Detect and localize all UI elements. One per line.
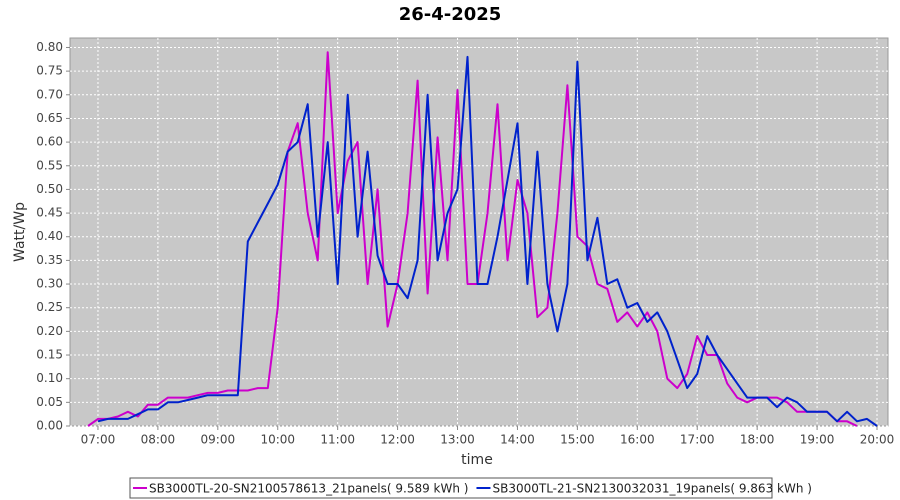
x-axis-label: time [461, 452, 493, 468]
x-tick-label: 13:00 [440, 433, 475, 447]
y-tick-label: 0.65 [36, 111, 63, 125]
legend-box [129, 477, 773, 499]
y-tick-label: 0.00 [36, 419, 63, 433]
y-tick-label: 0.25 [36, 300, 63, 314]
plot-area [69, 37, 889, 427]
y-tick-label: 0.45 [36, 206, 63, 220]
x-tick-label: 11:00 [320, 433, 355, 447]
series-line [97, 55, 878, 427]
y-axis-label: Watt/Wp [12, 202, 28, 262]
x-tick-label: 19:00 [800, 433, 835, 447]
y-tick-label: 0.75 [36, 64, 63, 78]
y-tick-label: 0.50 [36, 182, 63, 196]
y-tick-label: 0.20 [36, 324, 63, 338]
y-tick-label: 0.35 [36, 253, 63, 267]
x-tick-label: 09:00 [201, 433, 236, 447]
x-tick-label: 17:00 [680, 433, 715, 447]
x-tick-label: 10:00 [260, 433, 295, 447]
legend-label: SB3000TL-21-SN2130032031_19panels( 9.863… [492, 482, 811, 496]
x-tick-label: 14:00 [500, 433, 535, 447]
y-tick-label: 0.30 [36, 277, 63, 291]
y-tick-label: 0.15 [36, 348, 63, 362]
chart-title: 26-4-2025 [399, 4, 502, 25]
x-tick-label: 07:00 [81, 433, 116, 447]
y-tick-label: 0.10 [36, 371, 63, 385]
x-tick-label: 08:00 [141, 433, 176, 447]
x-tick-label: 12:00 [380, 433, 415, 447]
y-tick-label: 0.40 [36, 229, 63, 243]
y-tick-label: 0.60 [36, 135, 63, 149]
x-tick-label: 18:00 [740, 433, 775, 447]
x-tick-label: 16:00 [620, 433, 655, 447]
y-tick-label: 0.55 [36, 158, 63, 172]
x-tick-label: 15:00 [560, 433, 595, 447]
y-tick-label: 0.80 [36, 40, 63, 54]
y-tick-label: 0.70 [36, 87, 63, 101]
x-tick-label: 20:00 [860, 433, 895, 447]
legend-label: SB3000TL-20-SN2100578613_21panels( 9.589… [149, 482, 468, 496]
y-tick-label: 0.05 [36, 395, 63, 409]
series-line [87, 51, 858, 427]
